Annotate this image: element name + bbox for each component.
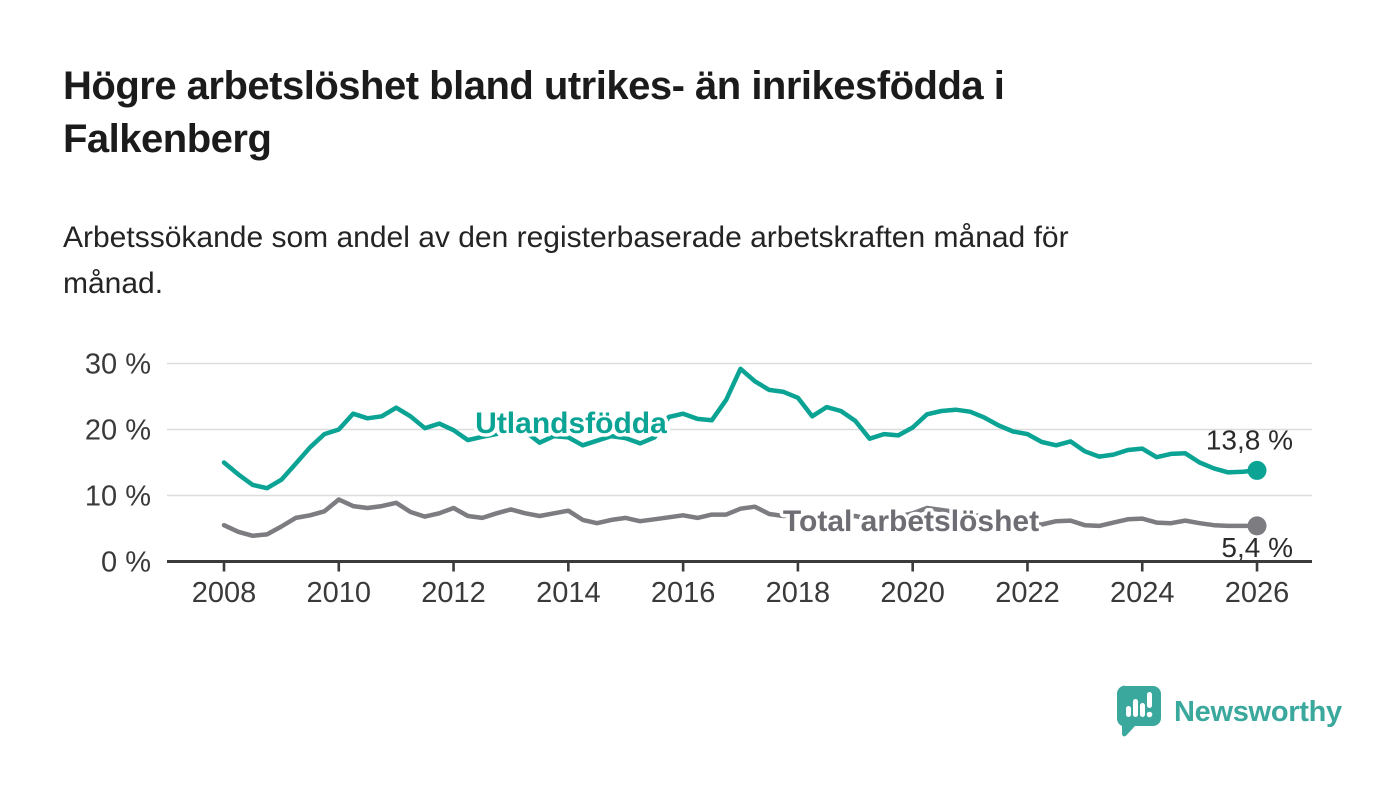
chart-subtitle-line1: Arbetssökande som andel av den registerb… xyxy=(63,221,1069,254)
x-tick-label: 2016 xyxy=(651,577,716,609)
y-tick-label: 10 % xyxy=(85,481,151,513)
series-label: Utlandsfödda xyxy=(475,407,667,440)
chart-title: Högre arbetslöshet bland utrikes- än inr… xyxy=(63,60,1303,166)
x-tick-label: 2026 xyxy=(1225,577,1290,609)
series-label: Total arbetslöshet xyxy=(783,505,1039,538)
newsworthy-logo-icon xyxy=(1117,685,1161,737)
y-tick-label: 20 % xyxy=(85,415,151,447)
y-tick-label: 0 % xyxy=(101,547,151,579)
chart-title-line2: Falkenberg xyxy=(63,117,272,162)
chart-subtitle: Arbetssökande som andel av den registerb… xyxy=(63,215,1303,307)
series-end-value-label: 13,8 % xyxy=(1206,424,1293,455)
series-end-dot xyxy=(1247,460,1267,480)
chart-title-line1: Högre arbetslöshet bland utrikes- än inr… xyxy=(63,64,1005,108)
x-tick-label: 2014 xyxy=(536,577,601,609)
x-tick-label: 2010 xyxy=(307,577,372,609)
brand-logo: Newsworthy xyxy=(1114,684,1342,740)
x-tick-label: 2022 xyxy=(995,577,1060,609)
x-tick-label: 2020 xyxy=(880,577,945,609)
brand-name: Newsworthy xyxy=(1174,695,1342,728)
x-tick-label: 2008 xyxy=(192,577,257,609)
y-tick-label: 30 % xyxy=(85,349,151,381)
x-tick-label: 2024 xyxy=(1110,577,1175,609)
series-line-total xyxy=(221,497,1260,539)
x-tick-label: 2018 xyxy=(766,577,831,609)
chart-subtitle-line2: månad. xyxy=(63,266,164,300)
series-end-dot xyxy=(1247,516,1267,536)
series-end-value-label: 5,4 % xyxy=(1221,532,1293,563)
series-line-utlandsfodda xyxy=(221,366,1260,491)
x-tick-label: 2012 xyxy=(421,577,486,609)
